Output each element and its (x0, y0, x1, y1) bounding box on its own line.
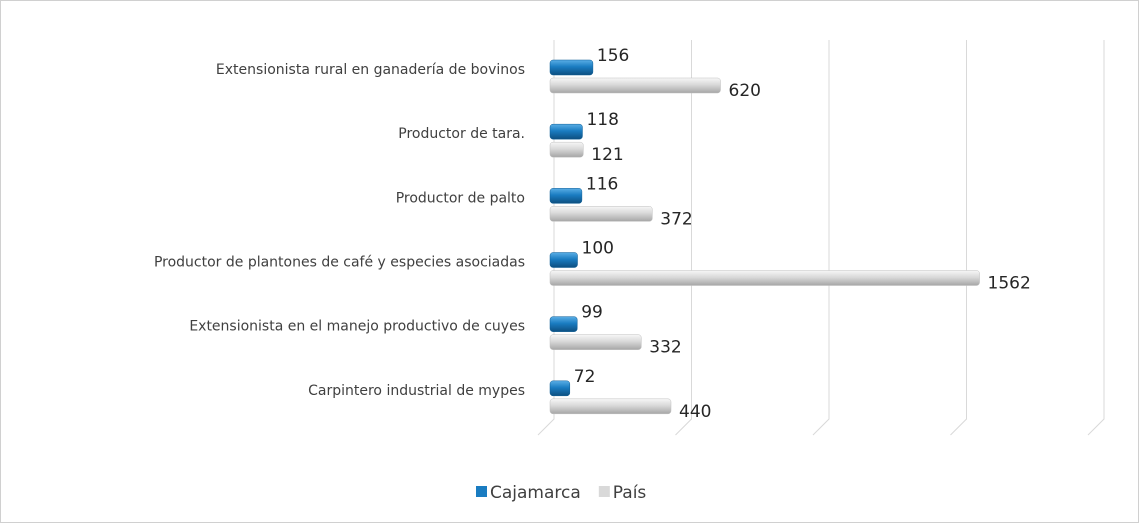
y-tick-label: Extensionista rural en ganadería de bovi… (216, 62, 525, 78)
legend-label: País (613, 483, 647, 503)
data-label: 1562 (988, 274, 1031, 294)
bar (549, 188, 583, 204)
bar (549, 334, 642, 350)
legend-swatch (476, 486, 487, 497)
data-label: 440 (679, 402, 711, 422)
bar (549, 252, 578, 268)
bar (549, 398, 672, 415)
data-label: 118 (586, 110, 618, 130)
data-label: 100 (582, 239, 614, 259)
bar (549, 123, 583, 140)
grid-line (812, 40, 830, 436)
bar (549, 59, 594, 76)
y-tick-label: Productor de palto (396, 190, 525, 206)
bar (549, 380, 571, 397)
y-tick-label: Productor de tara. (398, 126, 525, 142)
data-label: 116 (586, 174, 618, 194)
bar (549, 141, 584, 158)
bar (549, 77, 721, 94)
grid-line (675, 40, 692, 436)
y-tick-label: Carpintero industrial de mypes (308, 383, 525, 399)
legend-swatch (598, 486, 610, 497)
bar (549, 206, 653, 222)
grid-line (537, 40, 555, 436)
data-label: 620 (729, 81, 761, 101)
data-label: 332 (649, 338, 681, 358)
grid-line (1087, 40, 1105, 436)
grid-line (950, 40, 967, 436)
data-label: 372 (660, 209, 692, 229)
data-label: 99 (581, 303, 603, 323)
y-tick-label: Extensionista en el manejo productivo de… (189, 319, 525, 335)
data-label: 72 (574, 367, 596, 387)
data-label: 156 (597, 46, 629, 66)
y-tick-label: Productor de plantones de café y especie… (154, 255, 525, 271)
bar (549, 270, 980, 286)
data-label: 121 (591, 145, 623, 165)
legend-label: Cajamarca (490, 483, 581, 503)
bar (549, 316, 578, 332)
